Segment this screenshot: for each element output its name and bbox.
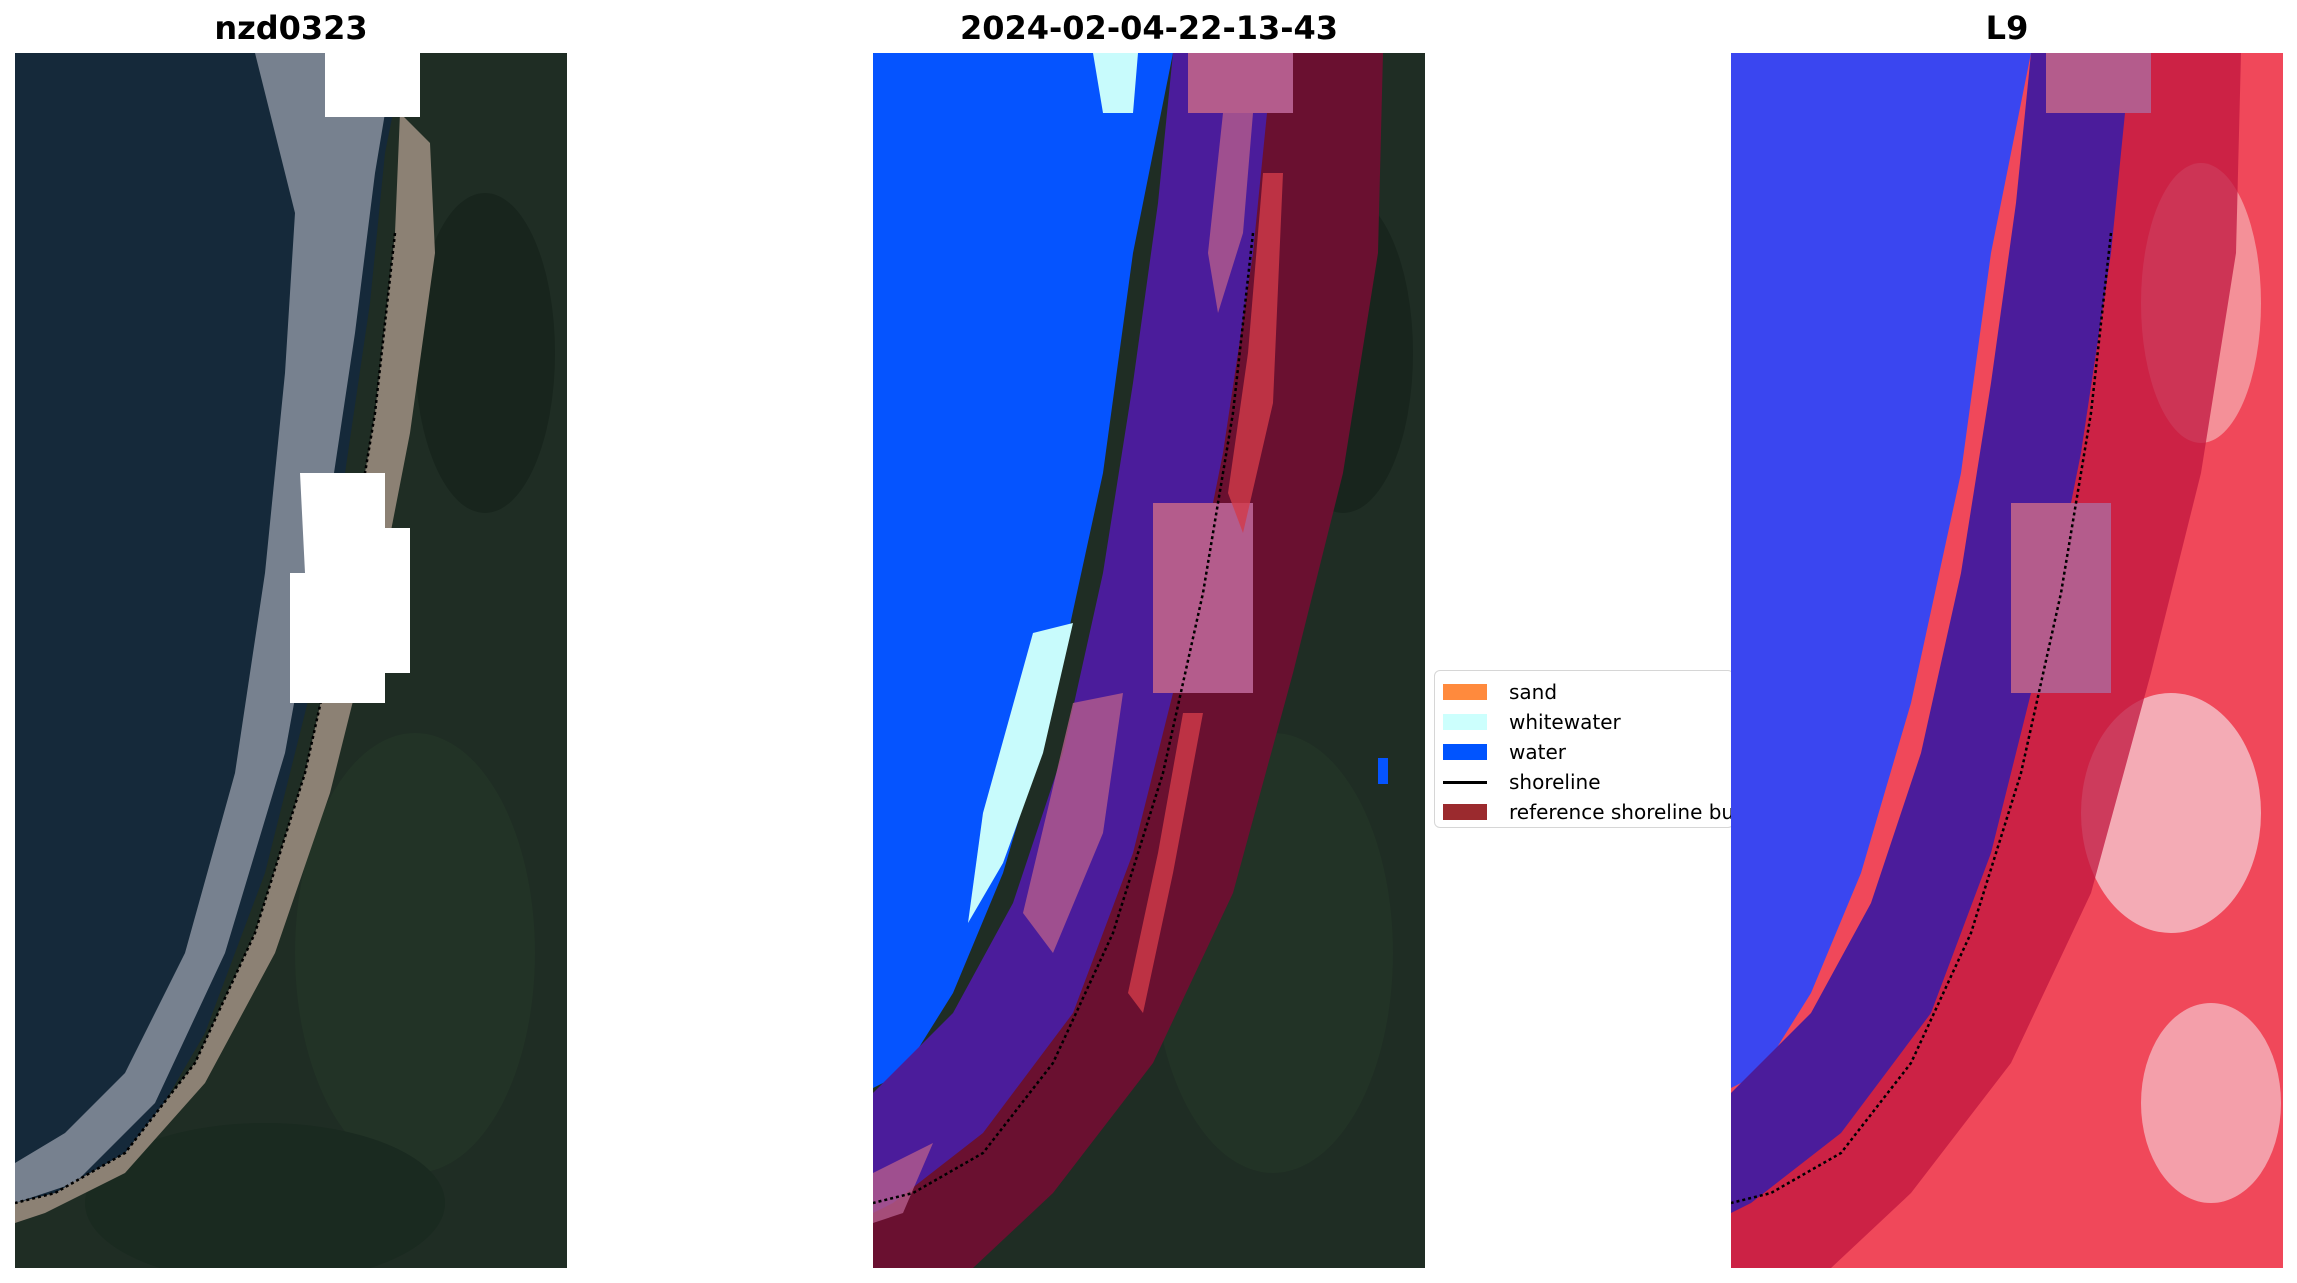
legend-label-water: water (1509, 740, 1566, 764)
legend-swatch-reference-buffer (1443, 804, 1487, 820)
legend-swatch-sand (1443, 684, 1487, 700)
panel-title-index: L9 (1985, 9, 2029, 47)
legend: sand whitewater water shoreline referenc… (1434, 670, 1734, 828)
legend-label-whitewater: whitewater (1509, 710, 1621, 734)
classified-image-panel (873, 53, 1425, 1268)
classified-image (873, 53, 1425, 1268)
legend-label-reference-buffer: reference shoreline bu (1509, 800, 1734, 824)
legend-item-whitewater: whitewater (1443, 707, 1733, 737)
legend-item-sand: sand (1443, 677, 1733, 707)
legend-swatch-whitewater (1443, 714, 1487, 730)
index-image-panel (1731, 53, 2283, 1268)
legend-label-sand: sand (1509, 680, 1558, 704)
legend-item-reference-buffer: reference shoreline bu (1443, 797, 1733, 827)
legend-swatch-water (1443, 744, 1487, 760)
legend-label-shoreline: shoreline (1509, 770, 1601, 794)
legend-item-shoreline: shoreline (1443, 767, 1733, 797)
legend-item-water: water (1443, 737, 1733, 767)
index-image (1731, 53, 2283, 1268)
rgb-image-panel (15, 53, 567, 1268)
legend-line-shoreline (1443, 780, 1487, 784)
rgb-image (15, 53, 567, 1268)
panel-title-rgb: nzd0323 (214, 9, 368, 47)
panel-title-classified: 2024-02-04-22-13-43 (959, 9, 1339, 47)
